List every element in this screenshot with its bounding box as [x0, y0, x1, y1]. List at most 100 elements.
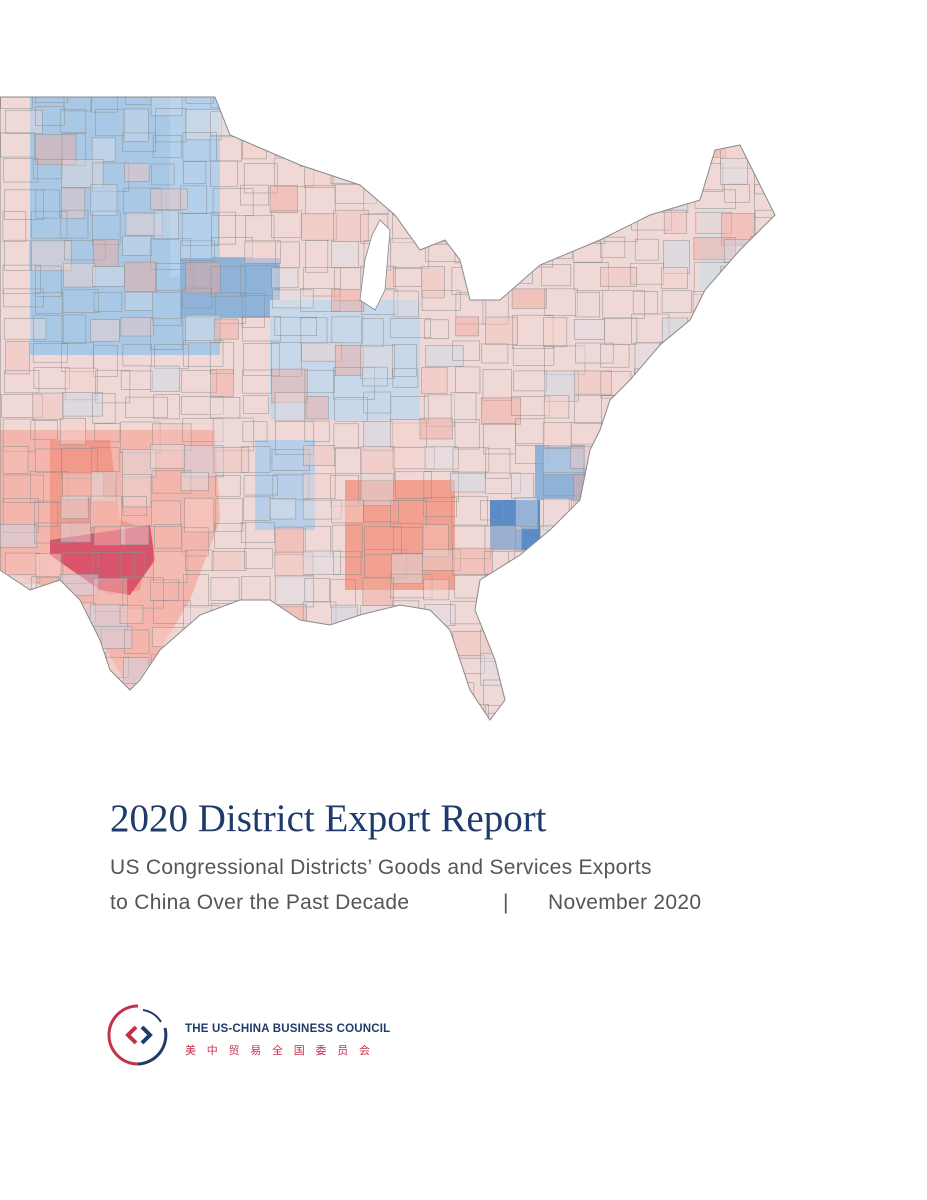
district: [664, 97, 699, 113]
district: [635, 734, 668, 760]
district: [210, 577, 240, 601]
district: [391, 134, 421, 155]
district: [63, 262, 96, 288]
district: [604, 705, 642, 720]
district: [334, 345, 364, 376]
district: [540, 548, 567, 581]
district: [781, 707, 812, 727]
district: [602, 500, 643, 534]
district: [210, 369, 234, 397]
district: [664, 498, 698, 530]
district: [185, 109, 222, 141]
district: [180, 240, 215, 261]
district: [274, 526, 304, 556]
district: [749, 266, 775, 299]
district: [692, 731, 722, 756]
district: [272, 97, 300, 113]
district: [299, 133, 334, 167]
district: [785, 396, 808, 429]
district: [300, 213, 337, 241]
district: [301, 342, 342, 362]
district: [783, 475, 813, 498]
district: [661, 267, 688, 289]
district: [92, 730, 117, 760]
district: [122, 344, 152, 367]
district: [274, 137, 301, 157]
district: [573, 473, 614, 504]
district: [333, 708, 357, 720]
district: [60, 574, 99, 597]
district: [273, 734, 314, 754]
district: [723, 599, 761, 621]
district: [754, 549, 775, 576]
district: [631, 446, 661, 470]
district: [151, 163, 175, 186]
district: [362, 577, 394, 606]
district: [485, 448, 511, 479]
district: [509, 261, 533, 284]
district: [360, 652, 386, 676]
district: [391, 553, 423, 584]
district: [694, 314, 720, 336]
district: [663, 733, 689, 756]
logo-arc: [137, 1027, 168, 1066]
district: [425, 97, 464, 118]
district: [421, 367, 448, 394]
district: [455, 366, 481, 394]
district: [123, 108, 149, 142]
district: [361, 318, 384, 348]
district: [752, 137, 775, 161]
district: [483, 97, 511, 109]
district: [450, 392, 477, 423]
district: [184, 705, 221, 720]
district: [511, 396, 550, 416]
district: [333, 367, 375, 400]
district: [600, 161, 633, 186]
district: [571, 500, 595, 526]
district: [484, 525, 522, 552]
district: [420, 655, 449, 688]
district: [183, 340, 224, 367]
district: [542, 732, 573, 760]
district: [32, 343, 68, 363]
district: [783, 551, 806, 570]
district: [35, 106, 65, 126]
us-outline: [0, 96, 776, 721]
district: [724, 418, 767, 445]
district: [661, 367, 685, 394]
district: [514, 627, 539, 652]
district: [182, 287, 212, 309]
district: [150, 188, 188, 210]
district: [125, 212, 163, 236]
district: [245, 97, 275, 101]
report-title: 2020 District Export Report: [110, 797, 547, 840]
district: [631, 601, 657, 627]
district: [424, 159, 464, 194]
district: [452, 107, 477, 129]
district: [360, 109, 385, 135]
district: [390, 500, 427, 528]
district: [209, 341, 234, 374]
district: [515, 158, 540, 190]
district: [242, 421, 268, 442]
district: [0, 574, 37, 604]
district: [541, 655, 572, 675]
district: [542, 215, 581, 238]
district: [632, 418, 656, 451]
district: [421, 266, 445, 299]
district: [335, 97, 372, 111]
district: [661, 553, 695, 585]
district: [362, 366, 388, 387]
district: [692, 577, 717, 603]
district: [513, 133, 547, 167]
map: [0, 96, 813, 760]
district: [32, 159, 63, 180]
district: [60, 209, 89, 239]
district: [90, 184, 118, 216]
district: [722, 392, 760, 423]
district: [603, 97, 630, 114]
district: [573, 184, 612, 211]
district: [211, 236, 253, 258]
district: [4, 239, 31, 271]
district: [750, 341, 775, 363]
